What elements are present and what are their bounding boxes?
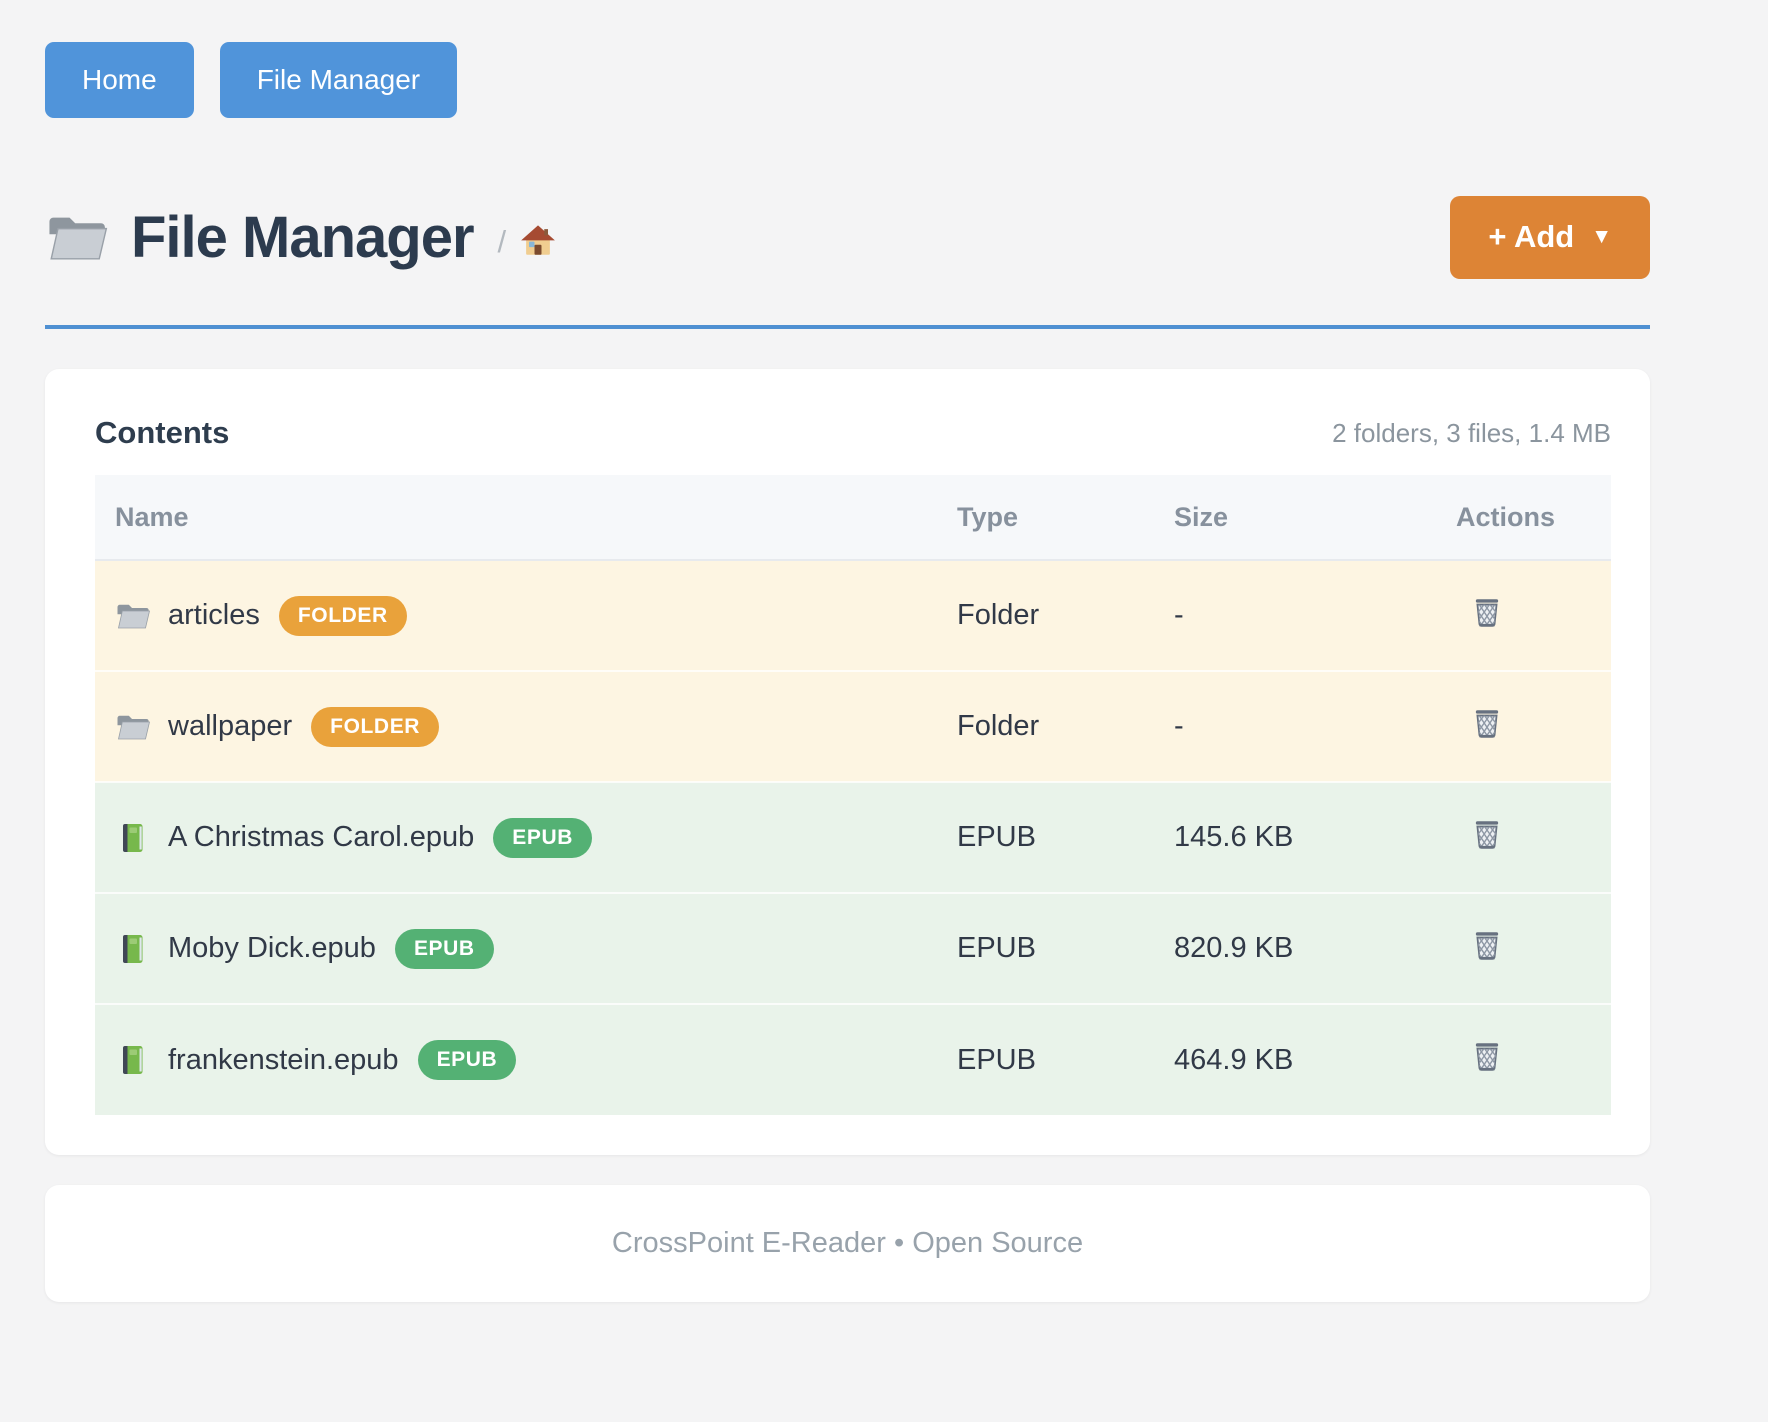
type-cell: EPUB <box>937 892 1154 1004</box>
table-row[interactable]: Moby Dick.epub EPUB EPUB 820.9 KB <box>95 892 1611 1004</box>
type-cell: Folder <box>937 670 1154 782</box>
actions-cell <box>1436 892 1611 1004</box>
type-badge: EPUB <box>493 817 592 858</box>
type-badge: EPUB <box>394 928 494 969</box>
delete-button[interactable] <box>1470 706 1504 740</box>
breadcrumb-nav: Home File Manager <box>45 42 1650 118</box>
footer-card: CrossPoint E-Reader • Open Source <box>45 1185 1650 1302</box>
page-header: File Manager / + Add ▼ <box>45 192 1650 282</box>
footer-text: CrossPoint E-Reader • Open Source <box>611 1227 1084 1259</box>
size-cell: - <box>1174 599 1184 631</box>
contents-summary: 2 folders, 3 files, 1.4 MB <box>1332 417 1611 448</box>
file-name: articles <box>168 599 260 631</box>
actions-cell <box>1436 1003 1611 1115</box>
column-header-name: Name <box>95 475 937 561</box>
actions-cell <box>1436 781 1611 893</box>
file-name: Moby Dick.epub <box>168 932 376 964</box>
book-icon <box>115 1044 151 1076</box>
size-cell: - <box>1154 670 1436 782</box>
breadcrumb-separator: / <box>497 224 507 259</box>
file-name: frankenstein.epub <box>168 1043 399 1076</box>
name-cell: A Christmas Carol.epub EPUB <box>95 781 937 893</box>
table-header-row: Name Type Size Actions <box>95 475 1611 561</box>
home-icon[interactable] <box>518 221 558 261</box>
delete-button[interactable] <box>1470 928 1504 962</box>
add-button[interactable]: + Add ▼ <box>1450 195 1650 279</box>
column-header-actions: Actions <box>1436 475 1611 561</box>
type-badge: FOLDER <box>311 706 440 747</box>
page: Home File Manager File Manager / + Add ▼… <box>45 42 1650 1302</box>
page-title: File Manager <box>131 204 475 270</box>
add-button-label: + Add <box>1488 219 1575 254</box>
card-title: Contents <box>95 415 230 450</box>
size-cell: 145.6 KB <box>1154 781 1436 893</box>
type-badge: EPUB <box>417 1040 517 1080</box>
file-table-rows: articles FOLDER Folder - wallpaper FOLDER Fold… <box>95 560 1611 1115</box>
actions-cell <box>1436 560 1611 671</box>
table-row[interactable]: frankenstein.epub EPUB EPUB 464.9 KB <box>95 1003 1611 1115</box>
trash-icon <box>1470 817 1504 851</box>
table-row[interactable]: articles FOLDER Folder - <box>95 560 1611 671</box>
type-cell: EPUB <box>937 781 1154 893</box>
trash-icon <box>1470 1039 1504 1073</box>
delete-button[interactable] <box>1470 1039 1504 1073</box>
trash-icon <box>1470 706 1504 740</box>
contents-card: Contents 2 folders, 3 files, 1.4 MB Name… <box>45 369 1650 1155</box>
folder-icon <box>115 711 151 743</box>
size-cell: 464.9 KB <box>1154 1003 1436 1115</box>
trash-icon <box>1470 928 1504 962</box>
caret-down-icon: ▼ <box>1591 225 1612 248</box>
nav-button-file-manager[interactable]: File Manager <box>219 42 458 118</box>
actions-cell <box>1436 670 1611 782</box>
size-cell: 820.9 KB <box>1154 892 1436 1004</box>
type-cell: EPUB <box>937 1003 1154 1115</box>
trash-icon <box>1470 595 1504 629</box>
name-cell: frankenstein.epub EPUB <box>95 1003 937 1115</box>
file-name: A Christmas Carol.epub <box>168 821 475 853</box>
header-rule <box>45 325 1650 329</box>
table-row[interactable]: wallpaper FOLDER Folder - <box>95 670 1611 782</box>
nav-button-home[interactable]: Home <box>45 42 194 118</box>
book-icon <box>115 933 151 965</box>
book-icon <box>115 822 151 854</box>
folder-icon <box>115 600 151 632</box>
type-badge: FOLDER <box>278 595 407 636</box>
delete-button[interactable] <box>1470 595 1504 629</box>
table-row[interactable]: A Christmas Carol.epub EPUB EPUB 145.6 KB <box>95 781 1611 893</box>
name-cell: articles FOLDER <box>95 560 937 671</box>
folder-icon <box>45 209 109 266</box>
file-table: Name Type Size Actions articles FOLDER Fol… <box>95 475 1611 1115</box>
name-cell: Moby Dick.epub EPUB <box>95 892 937 1004</box>
type-cell: Folder <box>957 599 1040 631</box>
column-header-size: Size <box>1154 475 1436 561</box>
name-cell: wallpaper FOLDER <box>95 670 937 782</box>
column-header-type: Type <box>937 475 1154 561</box>
delete-button[interactable] <box>1470 817 1504 851</box>
file-name: wallpaper <box>168 710 293 742</box>
